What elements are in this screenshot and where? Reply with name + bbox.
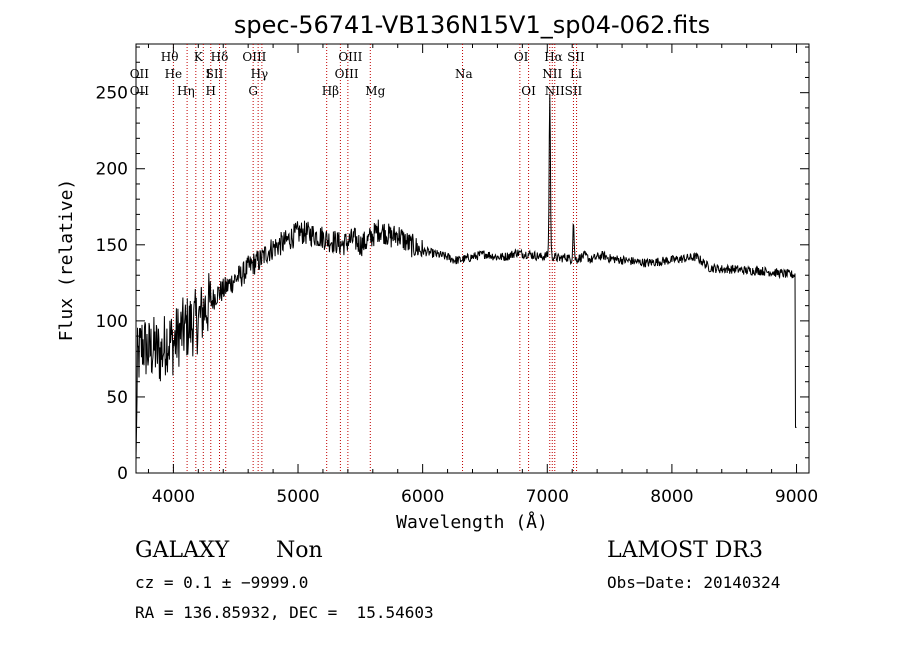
plot-frame	[135, 43, 810, 474]
y-axis-ticks: 0 50 100 150 200 250	[96, 46, 809, 484]
spectral-line-labels: OII OII Hθ He Hη KIH SII Hδ OIII Hγ G Hβ OIII OIII Mg N…	[130, 50, 585, 98]
x-tick-label-3: 7000	[526, 487, 569, 507]
line-label-24: Li	[570, 67, 582, 81]
line-label-5: K	[194, 50, 204, 64]
y-tick-label-3: 150	[96, 236, 128, 256]
line-label-13: Hβ	[322, 84, 339, 98]
observation-date: Obs−Date: 20140324	[607, 573, 781, 592]
object-class: GALAXY	[135, 538, 230, 563]
spectrum-chart: spec-56741-VB136N15V1_sp04-062.fits OIIO…	[56, 11, 818, 533]
spectrum-line	[135, 93, 797, 461]
redshift-cz: cz = 0.1 ± −9999.0	[135, 573, 309, 592]
line-label-22: NII	[545, 84, 565, 98]
x-tick-label-4: 8000	[650, 487, 693, 507]
line-label-1: OII	[130, 84, 150, 98]
line-label-2: Hθ	[161, 50, 179, 64]
x-tick-label-5: 9000	[775, 487, 818, 507]
y-axis-label: Flux (relative)	[56, 179, 77, 342]
survey-name: LAMOST DR3	[607, 538, 763, 563]
line-label-11: Hγ	[251, 67, 269, 81]
line-label-23: SII	[567, 50, 585, 64]
line-label-12: G	[248, 84, 258, 98]
y-tick-label-5: 250	[96, 84, 128, 104]
line-label-18: OI	[514, 50, 529, 64]
coordinates: RA = 136.85932, DEC = 15.54603	[135, 603, 434, 622]
y-tick-label-0: 0	[117, 464, 128, 484]
x-axis-label: Wavelength (Å)	[396, 511, 548, 533]
line-label-0: OII	[130, 67, 150, 81]
y-tick-label-1: 50	[106, 388, 128, 408]
line-label-20: Hα	[544, 50, 563, 64]
line-label-6: I	[206, 67, 211, 81]
chart-title: spec-56741-VB136N15V1_sp04-062.fits	[234, 11, 710, 39]
line-label-21: NII	[542, 67, 562, 81]
object-subclass: Non	[276, 538, 323, 563]
spectral-line-markers	[172, 44, 578, 473]
line-label-10: OIII	[242, 50, 266, 64]
line-label-19: OI	[521, 84, 536, 98]
line-label-25: SII	[565, 84, 583, 98]
y-tick-label-4: 200	[96, 160, 128, 180]
line-label-16: Mg	[365, 84, 385, 98]
line-label-7: H	[206, 84, 216, 98]
x-tick-label-1: 5000	[276, 487, 319, 507]
x-axis-ticks: 4000 5000 6000 7000 8000 9000	[147, 44, 818, 507]
y-tick-label-2: 100	[96, 312, 128, 332]
line-label-3: He	[165, 67, 183, 81]
line-label-4: Hη	[177, 84, 195, 98]
line-label-14: OIII	[338, 50, 362, 64]
line-label-15: OIII	[335, 67, 359, 81]
line-label-17: Na	[455, 67, 473, 81]
line-label-9: Hδ	[211, 50, 229, 64]
x-tick-label-0: 4000	[152, 487, 195, 507]
line-label-8: SII	[206, 67, 224, 81]
x-tick-label-2: 6000	[401, 487, 444, 507]
